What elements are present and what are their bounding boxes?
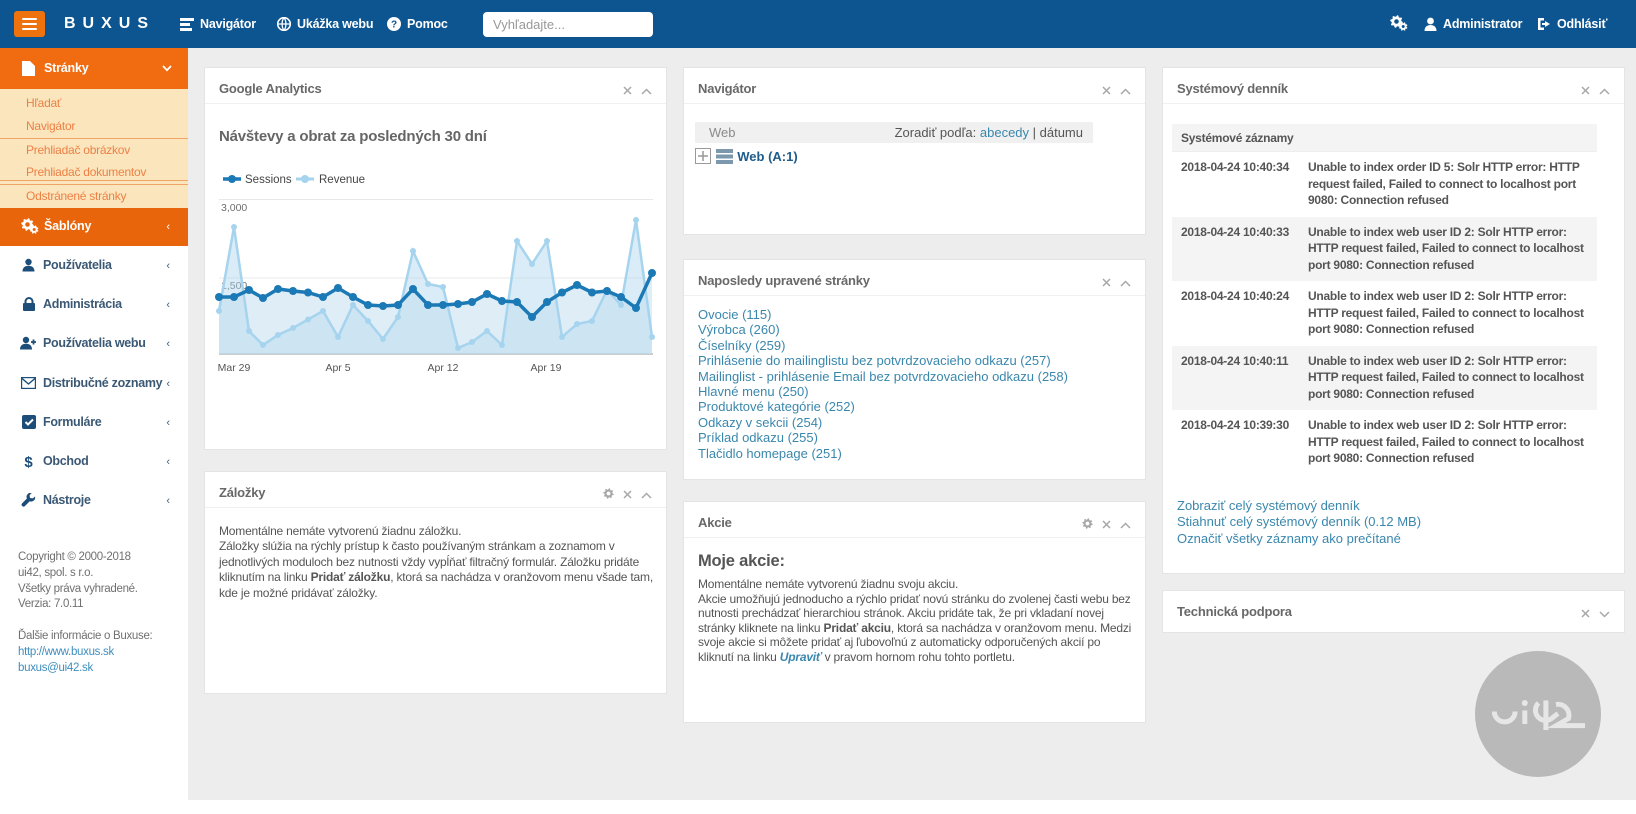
svg-text:Apr 12: Apr 12 [428, 362, 459, 374]
svg-text:Apr 5: Apr 5 [325, 362, 350, 374]
svg-text:Sessions: Sessions [245, 174, 292, 186]
svg-text:Revenue: Revenue [319, 174, 365, 186]
svg-text:3,000: 3,000 [221, 202, 247, 214]
svg-text:Apr 19: Apr 19 [531, 362, 562, 374]
svg-text:?: ? [391, 20, 397, 31]
svg-text:Mar 29: Mar 29 [218, 362, 251, 374]
